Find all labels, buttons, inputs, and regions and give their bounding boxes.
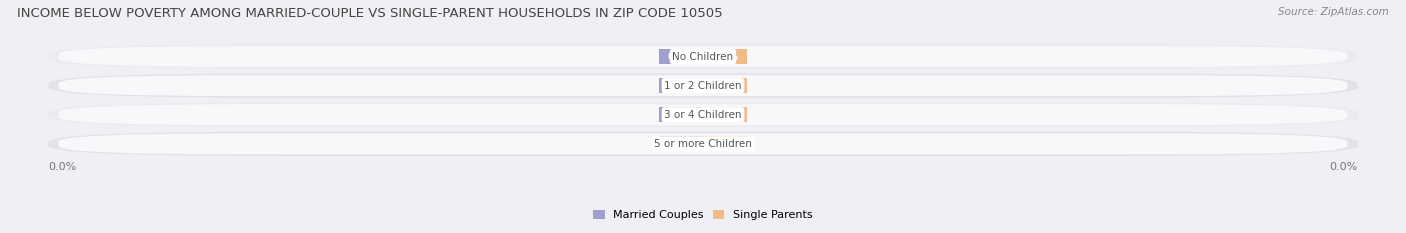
Bar — [703, 136, 747, 151]
Text: 1 or 2 Children: 1 or 2 Children — [664, 81, 742, 91]
FancyBboxPatch shape — [48, 103, 1358, 127]
Text: 0.0%: 0.0% — [711, 81, 738, 91]
FancyBboxPatch shape — [48, 44, 1358, 69]
Text: No Children: No Children — [672, 51, 734, 62]
Text: 0.0%: 0.0% — [668, 139, 695, 149]
Text: 0.0%: 0.0% — [711, 51, 738, 62]
Bar — [659, 136, 703, 151]
Text: 0.0%: 0.0% — [1330, 162, 1358, 172]
Text: Source: ZipAtlas.com: Source: ZipAtlas.com — [1278, 7, 1389, 17]
FancyBboxPatch shape — [59, 133, 1347, 154]
FancyBboxPatch shape — [59, 75, 1347, 96]
FancyBboxPatch shape — [48, 73, 1358, 98]
Text: INCOME BELOW POVERTY AMONG MARRIED-COUPLE VS SINGLE-PARENT HOUSEHOLDS IN ZIP COD: INCOME BELOW POVERTY AMONG MARRIED-COUPL… — [17, 7, 723, 20]
Text: 0.0%: 0.0% — [668, 81, 695, 91]
Text: 0.0%: 0.0% — [711, 110, 738, 120]
FancyBboxPatch shape — [59, 104, 1347, 125]
Bar — [659, 107, 703, 122]
Text: 0.0%: 0.0% — [711, 139, 738, 149]
Bar — [703, 107, 747, 122]
FancyBboxPatch shape — [48, 132, 1358, 156]
Bar — [659, 49, 703, 64]
FancyBboxPatch shape — [59, 46, 1347, 67]
Bar — [703, 49, 747, 64]
Text: 5 or more Children: 5 or more Children — [654, 139, 752, 149]
Legend: Married Couples, Single Parents: Married Couples, Single Parents — [593, 210, 813, 220]
Text: 0.0%: 0.0% — [48, 162, 76, 172]
Text: 0.0%: 0.0% — [668, 110, 695, 120]
Text: 0.0%: 0.0% — [668, 51, 695, 62]
Bar — [659, 78, 703, 93]
Text: 3 or 4 Children: 3 or 4 Children — [664, 110, 742, 120]
Bar — [703, 78, 747, 93]
